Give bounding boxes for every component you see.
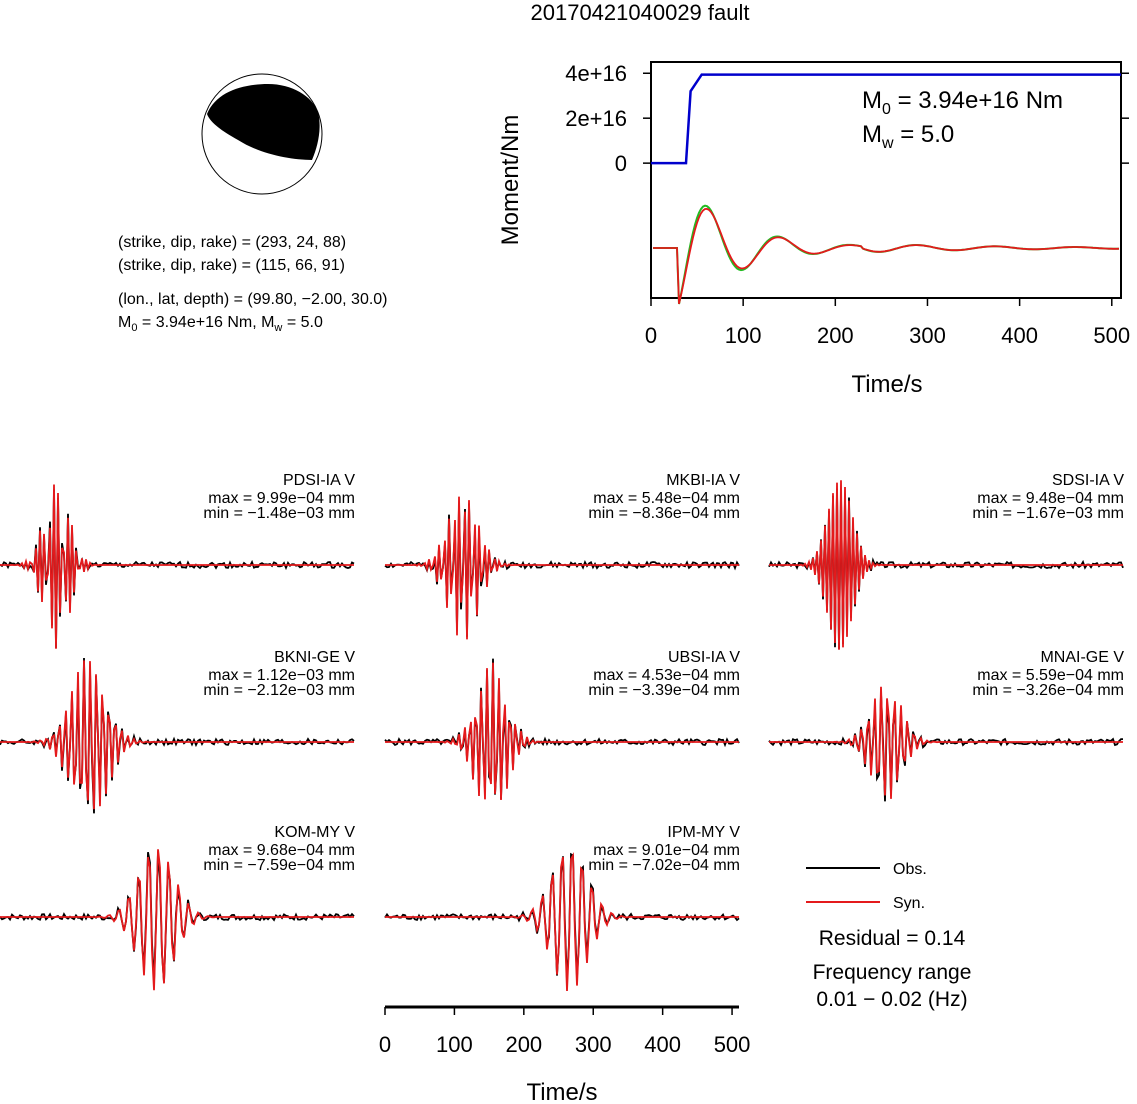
moment-x-tick-label: 400 (1001, 323, 1038, 348)
waveform-x-tick-label: 0 (379, 1032, 391, 1057)
moment-annotation-mw: Mw = 5.0 (862, 121, 954, 152)
synthetic-trace (0, 660, 354, 810)
moment-y-axis-label: Moment/Nm (497, 115, 524, 246)
station-min: min = −1.48e−03 mm (203, 505, 355, 522)
station-min: min = −3.26e−04 mm (972, 682, 1124, 699)
legend-syn-label: Syn. (893, 895, 925, 912)
moment-y-tick-label: 2e+16 (565, 106, 627, 131)
synthetic-trace (769, 480, 1123, 650)
station-max: max = 9.01e−04 mm (593, 842, 740, 859)
waveform-x-tick-label: 300 (575, 1032, 612, 1057)
station-name: BKNI-GE V (274, 649, 355, 666)
station-name: MKBI-IA V (666, 472, 740, 489)
station-min: min = −7.02e−04 mm (588, 857, 740, 874)
moment-plot-frame (650, 61, 1122, 299)
station-min: min = −2.12e−03 mm (203, 682, 355, 699)
waveform-time-axis: 0 100 200 300 400 500 Time/s (379, 1005, 751, 1104)
station-name: UBSI-IA V (668, 649, 740, 666)
moment-x-tick-label: 500 (1093, 323, 1130, 348)
synthetic-trace (385, 496, 739, 640)
station-name: MNAI-GE V (1040, 649, 1124, 666)
moment-y-ticks: 0 2e+16 4e+16 (565, 61, 1129, 176)
moment-y-tick-label: 0 (615, 151, 627, 176)
station-max: max = 9.68e−04 mm (208, 842, 355, 859)
synthetic-trace (0, 849, 354, 991)
beachball-compression (207, 84, 320, 160)
waveform-x-ticks: 0 100 200 300 400 500 (379, 1007, 751, 1057)
waveform-x-axis-label: Time/s (526, 1079, 597, 1104)
moment-x-tick-label: 300 (909, 323, 946, 348)
frequency-range-value: 0.01 − 0.02 (Hz) (816, 988, 967, 1011)
synthetic-trace (385, 851, 739, 992)
legend-obs-label: Obs. (893, 861, 927, 878)
frequency-range-label: Frequency range (813, 961, 972, 984)
nodal-plane-1: (strike, dip, rake) = (293, 24, 88) (118, 234, 346, 251)
station-max: max = 5.59e−04 mm (977, 667, 1124, 684)
source-moment: M0 = 3.94e+16 Nm, Mw = 5.0 (118, 314, 323, 334)
station-min: min = −8.36e−04 mm (588, 505, 740, 522)
moment-waveform-green (653, 204, 1120, 305)
station-min: min = −3.39e−04 mm (588, 682, 740, 699)
nodal-plane-2: (strike, dip, rake) = (115, 66, 91) (118, 257, 345, 274)
moment-x-tick-label: 100 (725, 323, 762, 348)
moment-rate-line (651, 73, 1121, 165)
station-max: max = 9.99e−04 mm (208, 490, 355, 507)
station-name: SDSI-IA V (1052, 472, 1124, 489)
observed-trace (768, 693, 1123, 802)
moment-x-ticks: 0 100 200 300 400 500 (645, 298, 1130, 348)
station-min: min = −1.67e−03 mm (972, 505, 1124, 522)
station-name: IPM-MY V (667, 824, 740, 841)
station-name: PDSI-IA V (283, 472, 355, 489)
moment-panel: 0 100 200 300 400 500 0 2e+16 4e+16 Time/s Mome… (497, 61, 1130, 398)
figure-title: 20170421040029 fault (531, 0, 750, 25)
synthetic-trace (0, 484, 354, 649)
moment-annotation-m0: M0 = 3.94e+16 Nm (862, 87, 1063, 118)
moment-x-axis-label: Time/s (851, 371, 922, 398)
station-max: max = 4.53e−04 mm (593, 667, 740, 684)
waveform-x-tick-label: 200 (505, 1032, 542, 1057)
station-max: max = 1.12e−03 mm (208, 667, 355, 684)
synthetic-trace (385, 662, 739, 801)
moment-waveform-red (653, 207, 1120, 305)
beachball (201, 73, 323, 195)
moment-y-tick-label: 4e+16 (565, 61, 627, 86)
waveform-x-tick-label: 500 (714, 1032, 751, 1057)
station-max: max = 9.48e−04 mm (977, 490, 1124, 507)
station-min: min = −7.59e−04 mm (203, 857, 355, 874)
legend: Obs. Syn. (806, 861, 927, 912)
waveform-x-tick-label: 100 (436, 1032, 473, 1057)
synthetic-trace (769, 686, 1123, 799)
residual-text: Residual = 0.14 (819, 927, 966, 950)
source-location: (lon., lat, depth) = (99.80, −2.00, 30.0… (118, 291, 388, 308)
waveform-x-tick-label: 400 (644, 1032, 681, 1057)
station-max: max = 5.48e−04 mm (593, 490, 740, 507)
station-name: KOM-MY V (274, 824, 355, 841)
moment-x-tick-label: 0 (645, 323, 657, 348)
moment-x-tick-label: 200 (817, 323, 854, 348)
